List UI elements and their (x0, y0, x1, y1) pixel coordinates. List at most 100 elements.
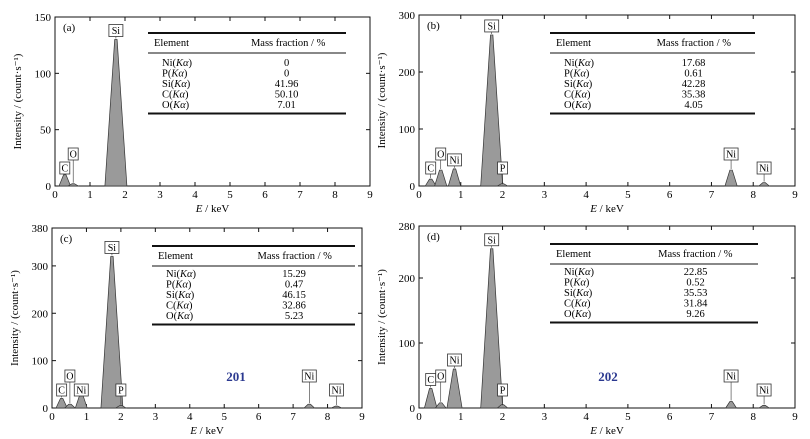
peak-label: Si (488, 21, 497, 32)
table-cell-element: C(Kα) (564, 90, 591, 101)
panel-label: (a) (63, 22, 76, 34)
x-tick-label: 5 (227, 189, 233, 201)
peak-ni (724, 169, 738, 187)
peak-c (58, 174, 72, 187)
x-tick-label: 5 (625, 189, 631, 201)
x-tick-label: 0 (49, 411, 55, 423)
peak-o (63, 403, 77, 409)
table-cell-element: C(Kα) (162, 90, 189, 101)
sample-label: 202 (598, 369, 618, 384)
x-tick-label: 8 (325, 411, 331, 423)
peak-label: Ni (726, 372, 736, 383)
table-header-element: Element (556, 38, 591, 49)
sample-label: 201 (226, 369, 246, 384)
peak-label: O (66, 372, 73, 383)
x-tick-label: 4 (583, 411, 589, 423)
x-tick-label: 7 (290, 411, 296, 423)
x-tick-label: 0 (416, 189, 422, 201)
y-tick-label: 200 (399, 67, 416, 79)
x-tick-label: 4 (583, 189, 589, 201)
table-cell-mass-fraction: 0.61 (684, 69, 702, 80)
x-tick-label: 3 (542, 411, 548, 423)
x-tick-label: 1 (458, 411, 464, 423)
x-tick-label: 2 (500, 411, 506, 423)
plot-frame (54, 16, 371, 187)
x-tick-label: 8 (750, 189, 756, 201)
x-tick-label: 0 (416, 411, 422, 423)
x-tick-label: 9 (792, 189, 798, 201)
y-tick-label: 50 (40, 125, 52, 137)
x-tick-label: 0 (52, 189, 58, 201)
x-tick-label: 2 (122, 189, 128, 201)
peak-si (480, 34, 504, 187)
chart-panel-b: 0 1 2 3 4 5 6 7 8 9 0 100 200 300 E / keV Intensity / (… (376, 10, 798, 215)
table-cell-element: Si(Kα) (162, 79, 191, 90)
x-tick-label: 6 (667, 189, 673, 201)
x-tick-label: 4 (187, 411, 193, 423)
panel-label: (d) (427, 231, 440, 243)
x-tick-label: 9 (359, 411, 365, 423)
peak-label: Ni (726, 150, 736, 161)
table-cell-element: Ni(Kα) (564, 267, 595, 278)
table-cell-mass-fraction: 41.96 (275, 79, 299, 90)
table-header-element: Element (158, 251, 193, 262)
panel-label: (c) (60, 233, 73, 245)
table-cell-mass-fraction: 31.84 (684, 299, 708, 310)
x-tick-label: 3 (153, 411, 159, 423)
x-tick-label: 6 (256, 411, 262, 423)
composition-table: Element Mass fraction / % Ni(Kα) 17.68 P(Kα)… (550, 32, 755, 115)
table-cell-mass-fraction: 0 (284, 69, 289, 80)
peak-label: P (118, 386, 124, 397)
peak-ni (303, 403, 316, 409)
x-tick-label: 6 (262, 189, 268, 201)
table-header-mass-fraction: Mass fraction / % (251, 38, 326, 49)
table-cell-element: P(Kα) (564, 278, 590, 289)
peak-label: Ni (450, 356, 460, 367)
y-tick-label: 150 (35, 12, 52, 24)
y-tick-label: 100 (32, 356, 49, 368)
peak-label: P (500, 386, 506, 397)
x-axis-label: E / keV (589, 425, 624, 437)
table-cell-element: Si(Kα) (166, 290, 195, 301)
y-tick-label: 0 (46, 181, 52, 193)
peak-label: C (61, 164, 68, 175)
peak-label: Ni (304, 372, 314, 383)
peak-c (55, 398, 68, 409)
table-cell-element: Ni(Kα) (166, 269, 197, 280)
table-cell-mass-fraction: 42.28 (682, 79, 706, 90)
chart-panel-a: 0 1 2 3 4 5 6 7 8 9 0 50 100 150 E / keV Intensity / (c… (12, 12, 373, 215)
table-cell-mass-fraction: 32.86 (282, 301, 306, 312)
x-tick-label: 6 (667, 411, 673, 423)
peak-c (423, 388, 438, 409)
peak-o (434, 402, 447, 409)
y-tick-label: 0 (410, 181, 416, 193)
y-axis-label: Intensity / (count·s⁻¹) (9, 270, 21, 366)
chart-panel-d: 0 1 2 3 4 5 6 7 8 9 0 100 200 280 E / keV Intensity / (… (376, 221, 798, 437)
x-tick-label: 3 (542, 189, 548, 201)
peak-label: C (427, 375, 434, 386)
y-tick-label: 0 (43, 403, 49, 415)
composition-table: Element Mass fraction / % Ni(Kα) 15.29 P(Kα)… (152, 245, 355, 326)
x-tick-label: 2 (118, 411, 124, 423)
x-tick-label: 7 (709, 189, 715, 201)
peak-label-box (73, 383, 89, 397)
y-tick-label: 300 (399, 10, 416, 22)
peak-p (496, 183, 510, 187)
peak-ni (757, 405, 771, 409)
peak-label-box (59, 161, 71, 175)
x-tick-label: 5 (221, 411, 227, 423)
table-cell-mass-fraction: 0 (284, 58, 289, 69)
x-axis-label: E / keV (589, 203, 624, 215)
x-tick-label: 2 (500, 189, 506, 201)
peak-p (114, 405, 128, 409)
y-tick-label: 300 (32, 261, 49, 273)
table-cell-mass-fraction: 35.38 (682, 90, 706, 101)
table-cell-element: P(Kα) (564, 69, 590, 80)
table-cell-mass-fraction: 35.53 (684, 288, 708, 299)
table-cell-mass-fraction: 7.01 (277, 100, 295, 111)
peak-si (480, 248, 504, 409)
table-cell-element: C(Kα) (166, 301, 193, 312)
table-cell-mass-fraction: 0.47 (285, 280, 303, 291)
table-cell-element: O(Kα) (166, 311, 194, 322)
table-cell-element: Ni(Kα) (564, 58, 595, 69)
